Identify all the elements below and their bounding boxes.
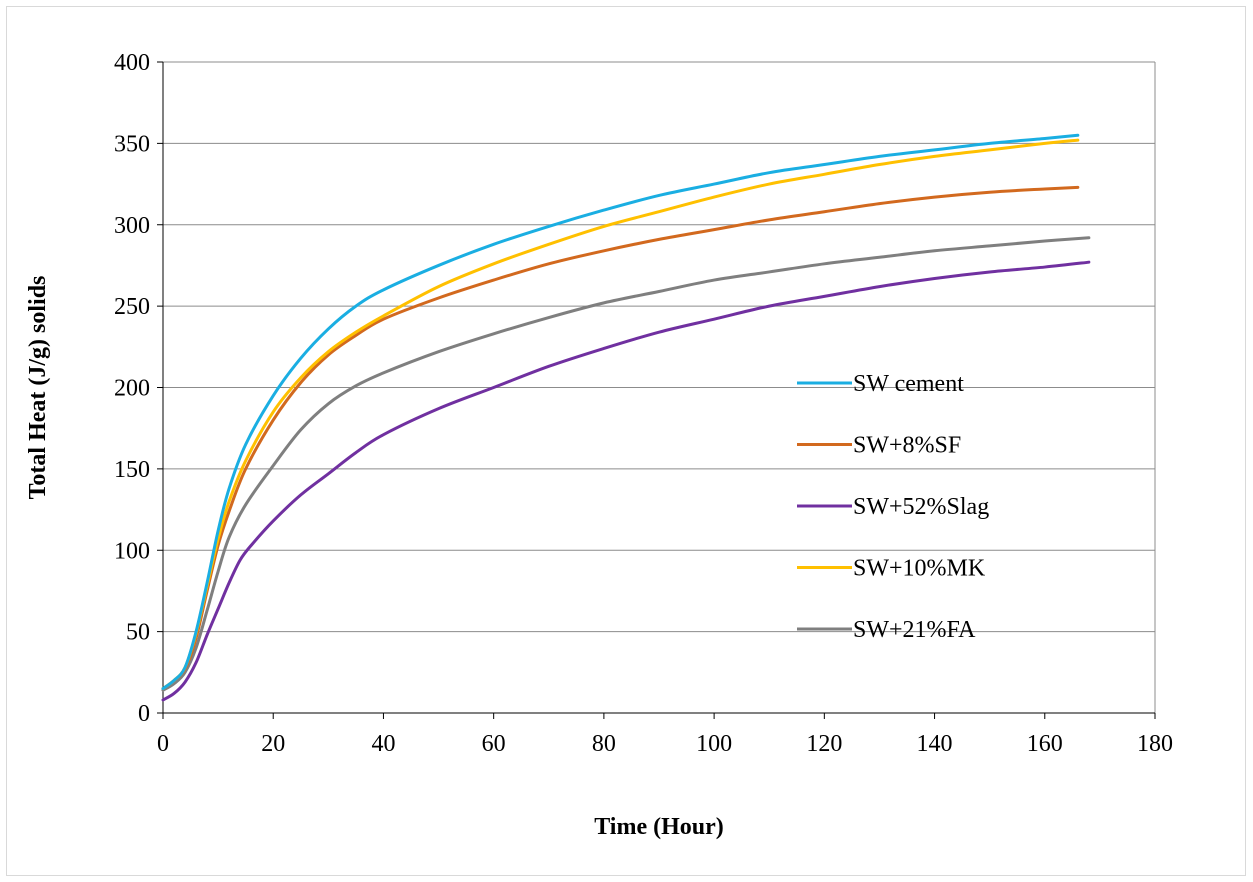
x-tick-label: 20 [261, 731, 285, 757]
x-tick-label: 40 [371, 731, 395, 757]
legend-item-sw-21-fa: SW+21%FA [797, 617, 976, 643]
legend-item-sw-10-mk: SW+10%MK [797, 556, 986, 582]
x-tick-label: 180 [1137, 731, 1173, 757]
grid [163, 61, 1156, 713]
y-tick-labels: 0 50 100 150 200 250 300 350 400 [114, 50, 150, 727]
legend-label: SW+8%SF [853, 433, 961, 459]
y-tick-label: 100 [114, 538, 150, 564]
legend-label: SW+52%Slag [853, 494, 989, 520]
legend-item-sw-52-slag: SW+52%Slag [797, 494, 989, 520]
legend-label: SW+10%MK [853, 556, 986, 582]
legend: SW cement SW+8%SF SW+52%Slag SW+10%MK SW+21%… [797, 371, 989, 643]
x-tick-label: 60 [482, 731, 506, 757]
y-tick-label: 50 [126, 620, 150, 646]
x-tick-label: 120 [806, 731, 842, 757]
y-tick-label: 250 [114, 294, 150, 320]
axes [157, 61, 1156, 719]
y-tick-label: 300 [114, 213, 150, 239]
y-tick-label: 350 [114, 131, 150, 157]
series-line-sw-21-fa [161, 236, 1091, 692]
x-tick-labels: 0 20 40 60 80 100 120 140 160 180 [157, 731, 1173, 757]
chart-frame [6, 6, 1246, 876]
y-tick-label: 400 [114, 50, 150, 76]
series-lines [161, 133, 1091, 702]
x-tick-label: 140 [917, 731, 953, 757]
legend-label: SW+21%FA [853, 617, 976, 643]
y-tick-label: 0 [138, 701, 150, 727]
series-line-sw-10-mk [161, 138, 1080, 691]
legend-item-sw-cement: SW cement [797, 371, 964, 397]
y-tick-label: 200 [114, 376, 150, 402]
legend-label: SW cement [853, 371, 964, 397]
series-line-sw-cement [161, 133, 1080, 691]
x-tick-label: 100 [696, 731, 732, 757]
legend-item-sw-8-sf: SW+8%SF [797, 433, 961, 459]
x-tick-label: 0 [157, 731, 169, 757]
y-tick-label: 150 [114, 457, 150, 483]
series-line-sw-52-slag [161, 260, 1091, 702]
x-tick-label: 80 [592, 731, 616, 757]
x-axis-label: Time (Hour) [594, 814, 724, 840]
y-axis-label: Total Heat (J/g) solids [25, 276, 51, 500]
x-tick-label: 160 [1027, 731, 1063, 757]
